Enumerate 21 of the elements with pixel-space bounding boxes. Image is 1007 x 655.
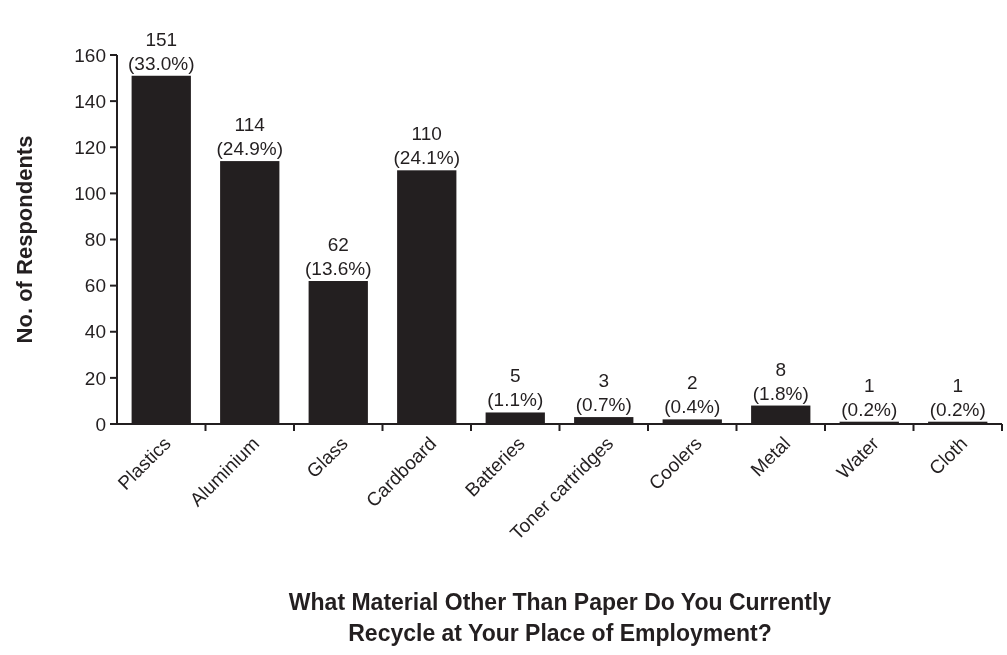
- data-label: 2 (0.4%): [664, 372, 721, 418]
- data-label: 151 (33.0%): [127, 28, 195, 74]
- data-label: 8 (1.8%): [752, 358, 809, 404]
- data-label: 5 (1.1%): [487, 365, 544, 411]
- data-label: 110 (24.1%): [393, 123, 461, 169]
- data-label: 62 (13.6%): [304, 234, 372, 280]
- y-tick-label: 40: [84, 321, 106, 343]
- y-tick-label: 80: [84, 229, 106, 251]
- y-tick-label: 140: [74, 90, 106, 112]
- y-axis-title: No. of Respondents: [12, 135, 37, 344]
- x-axis-title: What Material Other Than Paper Do You Currently Recycle at Your Place of Employment?: [288, 589, 832, 646]
- y-tick-label: 160: [74, 44, 106, 66]
- y-tick-label: 20: [84, 367, 106, 389]
- y-tick-label: 100: [74, 183, 106, 205]
- data-label: 1 (0.2%): [929, 374, 986, 420]
- y-tick-label: 60: [84, 275, 106, 297]
- y-tick-label: 0: [95, 413, 106, 435]
- data-label: 114 (24.9%): [216, 114, 284, 160]
- data-label: 1 (0.2%): [841, 374, 898, 420]
- data-label: 3 (0.7%): [575, 370, 632, 416]
- y-tick-label: 120: [74, 136, 106, 158]
